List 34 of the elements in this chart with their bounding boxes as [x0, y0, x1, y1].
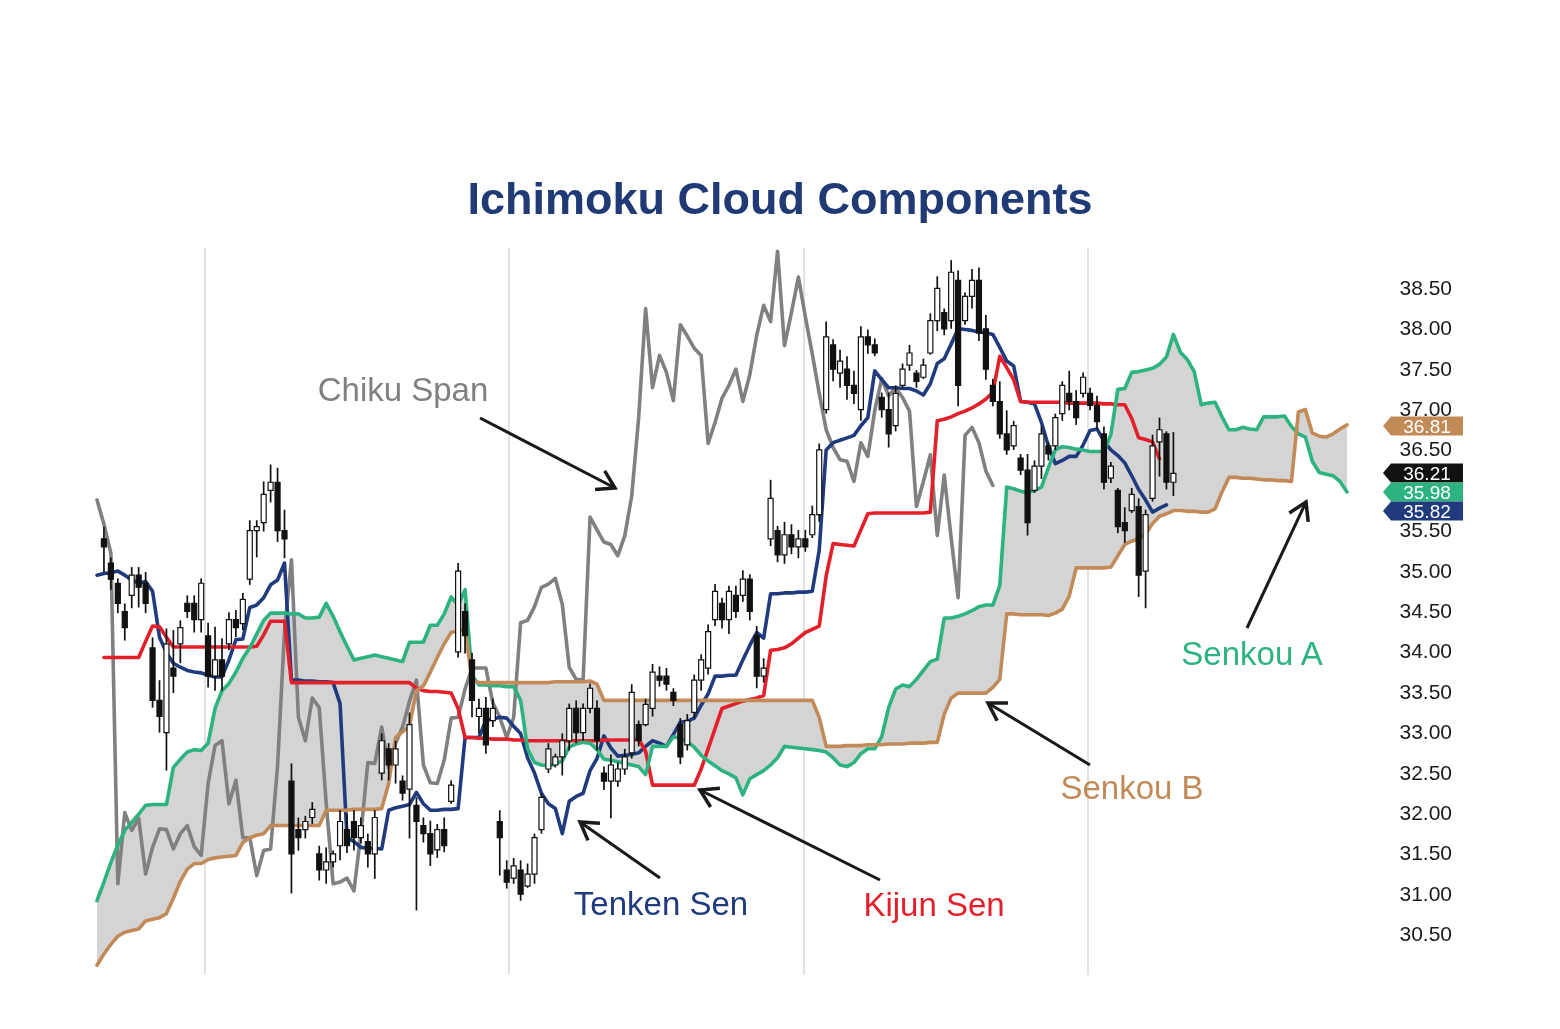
candlestick — [107, 556, 114, 591]
candlestick — [309, 801, 316, 825]
candlestick — [413, 796, 420, 912]
text: Senkou A — [1181, 635, 1323, 672]
y-tick-label: 31.50 — [1399, 841, 1453, 865]
candlestick — [114, 577, 121, 614]
y-tick-label: 38.00 — [1399, 316, 1453, 340]
y-tick-label: 38.50 — [1399, 275, 1453, 299]
candlestick — [100, 525, 108, 573]
y-tick-label: 32.50 — [1399, 760, 1453, 784]
text: 36.21 — [1403, 463, 1451, 484]
chart-title: Ichimoku Cloud Components — [467, 173, 1093, 225]
y-tick-label: 34.00 — [1399, 639, 1453, 663]
candlestick — [906, 344, 913, 372]
y-tick-label: 31.00 — [1399, 881, 1453, 905]
y-tick-label: 37.50 — [1399, 356, 1453, 380]
candlestick — [899, 362, 906, 390]
candlestick — [448, 779, 455, 805]
y-tick-label: 34.50 — [1399, 599, 1453, 622]
y-tick-label: 36.50 — [1399, 437, 1453, 461]
y-tick-label: 35.00 — [1399, 558, 1453, 582]
y-tick-label: 33.00 — [1399, 720, 1453, 744]
text: Senkou B — [1060, 769, 1204, 806]
line-series — [95, 249, 995, 893]
y-tick-label: 30.50 — [1399, 922, 1453, 946]
y-tick-label: 33.50 — [1399, 679, 1453, 703]
text: Kijun Sen — [863, 886, 1005, 923]
text: 35.98 — [1403, 482, 1451, 503]
y-tick-label: 32.00 — [1399, 800, 1453, 824]
text: Chiku Span — [317, 371, 489, 408]
candlestick — [496, 809, 503, 877]
candlestick — [121, 602, 128, 642]
series-label: Tenken Sen — [573, 885, 749, 922]
candlestick — [177, 619, 184, 665]
